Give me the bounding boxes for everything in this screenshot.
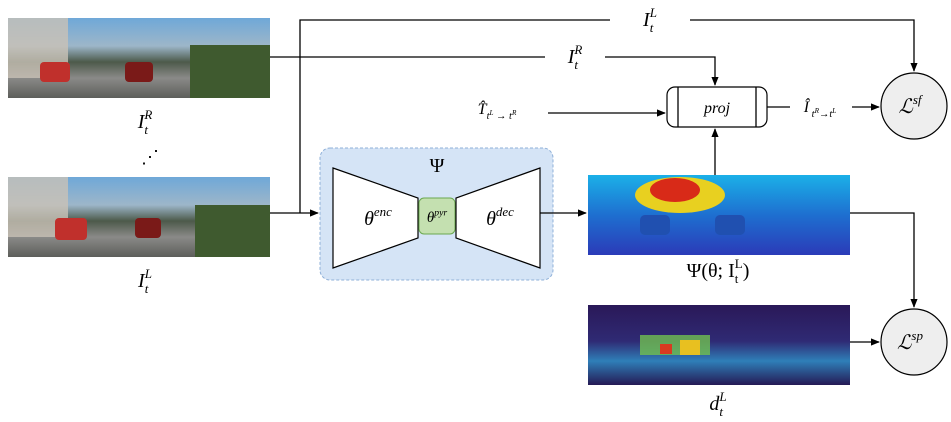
math-base: ) (743, 260, 750, 282)
pose-label: T̂tL → tR (478, 99, 517, 121)
math-sup: R (143, 107, 152, 122)
math-sup: pyr (433, 207, 447, 218)
sparse-depth (588, 305, 850, 385)
image-left-label: ItL (137, 266, 152, 296)
math-sub: t (144, 122, 148, 137)
math-sup: R (573, 42, 582, 57)
warped-label: Î tR→tL (803, 97, 837, 120)
math-sup: L (649, 5, 657, 20)
math-sup: L (144, 266, 152, 281)
math-sub: → t (493, 111, 513, 122)
image-left (8, 177, 270, 257)
math-sup: L (735, 256, 743, 271)
math-sub: t (145, 281, 149, 296)
math-sub: t (719, 404, 723, 419)
math-sub: t (735, 271, 739, 286)
depth-prediction (588, 175, 850, 255)
proj-label: proj (703, 100, 731, 117)
math-subsup: R (511, 109, 517, 117)
math-sub: →t (819, 109, 833, 120)
prediction-label: Ψ(θ; ItL) (687, 256, 750, 286)
sparse-label: dtL (709, 389, 726, 419)
math-base: Ψ(θ; (687, 260, 729, 282)
math-sup: enc (374, 204, 392, 219)
math-subsup: L (831, 107, 836, 115)
diagram: ItR ⋰ ItL Ψ θenc θpyr θdec ItL ItR T̂tL … (0, 0, 951, 422)
math-sub: t (574, 57, 578, 72)
math-base: θ (364, 208, 374, 230)
network-title: Ψ (430, 155, 445, 177)
math-sup: sp (911, 328, 923, 343)
math-base: θ (486, 208, 496, 230)
math-sup: L (718, 389, 726, 404)
math-sub: t (650, 20, 654, 35)
image-right-label: ItR (137, 107, 153, 137)
math-sup: dec (496, 204, 514, 219)
top-line-label: ItL (642, 5, 657, 35)
math-base: ℒ (897, 332, 912, 354)
math-base: ℒ (898, 96, 913, 118)
ellipsis: ⋰ (141, 147, 159, 167)
image-right (8, 18, 270, 98)
right-line-label: ItR (567, 42, 583, 72)
math-base: I (728, 260, 735, 282)
